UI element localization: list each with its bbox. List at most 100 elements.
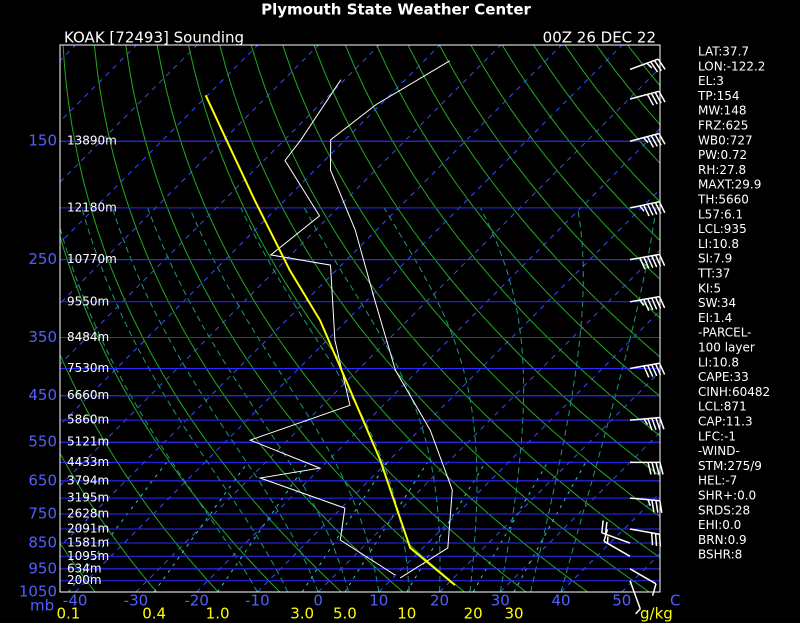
x-tick-label: 40	[551, 592, 570, 610]
height-label: 2091m	[67, 522, 109, 536]
stat-entry: CINH:60482	[698, 385, 770, 399]
wind-barb	[629, 253, 666, 270]
stat-entry: L57:6.1	[698, 207, 743, 221]
wind-barb	[629, 90, 666, 106]
stat-entry: SI:7.9	[698, 252, 732, 266]
stat-entry: KI:5	[698, 281, 721, 295]
stat-entry: EHI:0.0	[698, 518, 741, 532]
x-tick-label: 30	[491, 592, 510, 610]
wind-barb	[629, 295, 666, 312]
stat-entry: HEL:-7	[698, 474, 737, 488]
stat-entry: CAPE:33	[698, 370, 749, 384]
isotherm	[60, 45, 259, 244]
height-label: 7530m	[67, 361, 109, 375]
stat-entry: LCL:935	[698, 222, 747, 236]
height-label: 6660m	[67, 388, 109, 402]
stat-entry: -WIND-	[698, 444, 740, 458]
y-tick-label: 450	[28, 386, 57, 404]
stat-entry: MAXT:29.9	[698, 178, 761, 192]
moist-adiabat	[303, 207, 441, 592]
y-tick-label: 650	[28, 471, 57, 489]
stat-entry: CAP:11.3	[698, 415, 753, 429]
stat-entry: LI:10.8	[698, 355, 739, 369]
moist-adiabat	[383, 207, 478, 592]
y-unit: mb	[30, 597, 54, 615]
wind-barb	[629, 200, 666, 217]
mixing-ratio-label: 0.4	[142, 605, 166, 623]
stat-entry: TH:5660	[697, 193, 749, 207]
isotherm	[60, 45, 138, 123]
height-label: 8484m	[67, 330, 109, 344]
x-unit: C	[670, 592, 680, 610]
wind-barb	[629, 528, 662, 547]
height-label: 200m	[67, 573, 102, 587]
stat-entry: LAT:37.7	[698, 45, 749, 59]
x-tick-label: 50	[612, 592, 631, 610]
isotherm	[560, 492, 660, 592]
moist-adiabat	[81, 207, 289, 592]
x-tick-label: 20	[430, 592, 449, 610]
mixing-ratio-line	[301, 462, 388, 592]
wind-barb	[603, 529, 631, 557]
moist-adiabat	[530, 207, 584, 592]
stat-entry: PW:0.72	[698, 148, 747, 162]
x-tick-label: 0	[313, 592, 323, 610]
y-tick-label: 250	[28, 250, 57, 268]
wind-barb	[629, 132, 666, 148]
wind-barb	[629, 416, 665, 431]
height-label: 10770m	[67, 252, 117, 266]
x-tick-label: 10	[369, 592, 388, 610]
isotherm	[60, 45, 441, 426]
stat-entry: LON:-122.2	[698, 59, 765, 73]
stat-entry: BRN:0.9	[698, 533, 747, 547]
stat-entry: EI:1.4	[698, 311, 732, 325]
mixing-ratio-label: 20	[464, 605, 483, 623]
stat-entry: RH:27.8	[698, 163, 746, 177]
height-label: 2628m	[67, 507, 109, 521]
mixing-ratio-line	[406, 462, 486, 592]
isotherm	[60, 45, 320, 305]
height-label: 1095m	[67, 549, 109, 563]
time-label: 00Z 26 DEC 22	[543, 29, 656, 47]
isotherm	[439, 370, 660, 592]
mixing-ratio-unit: g/kg	[640, 605, 673, 623]
temperature-line	[329, 60, 453, 579]
isotherm	[196, 127, 660, 592]
mixing-ratio-label: 30	[504, 605, 523, 623]
height-label: 3794m	[67, 473, 109, 487]
stat-entry: LCL:871	[698, 400, 747, 414]
moist-adiabat	[480, 207, 525, 592]
station-label: KOAK [72493] Sounding	[64, 29, 244, 47]
stat-entry: WB0:727	[698, 133, 753, 147]
mixing-ratio-line	[68, 462, 167, 592]
stat-entry: SHR+:0.0	[698, 489, 756, 503]
height-label: 1581m	[67, 536, 109, 550]
stat-entry: LFC:-1	[698, 429, 736, 443]
dry-adiabat	[60, 542, 96, 592]
height-label: 9550m	[67, 294, 109, 308]
height-label: 13890m	[67, 134, 117, 148]
height-label: 12180m	[67, 200, 117, 214]
chart-title: Plymouth State Weather Center	[261, 1, 531, 19]
y-tick-label: 550	[28, 433, 57, 451]
x-tick-label: -20	[184, 592, 209, 610]
height-label: 634m	[67, 561, 102, 575]
moist-adiabat	[240, 207, 410, 592]
isotherm	[257, 188, 660, 592]
wind-barb	[629, 461, 664, 475]
mixing-ratio-label: 5.0	[333, 605, 357, 623]
mixing-ratio-label: 0.1	[56, 605, 80, 623]
y-tick-label: 950	[28, 559, 57, 577]
mixing-ratio-label: 3.0	[290, 605, 314, 623]
stat-entry: BSHR:8	[698, 548, 742, 562]
y-tick-label: 1050	[19, 583, 57, 601]
wind-barb	[629, 497, 663, 514]
plot-border	[59, 44, 661, 593]
stat-entry: TP:154	[697, 89, 740, 103]
moist-adiabat	[60, 225, 258, 592]
stat-entry: -PARCEL-	[698, 326, 752, 340]
mixing-ratio-label: 1.0	[206, 605, 230, 623]
height-label: 3195m	[67, 491, 109, 505]
stat-entry: 100 layer	[698, 341, 755, 355]
